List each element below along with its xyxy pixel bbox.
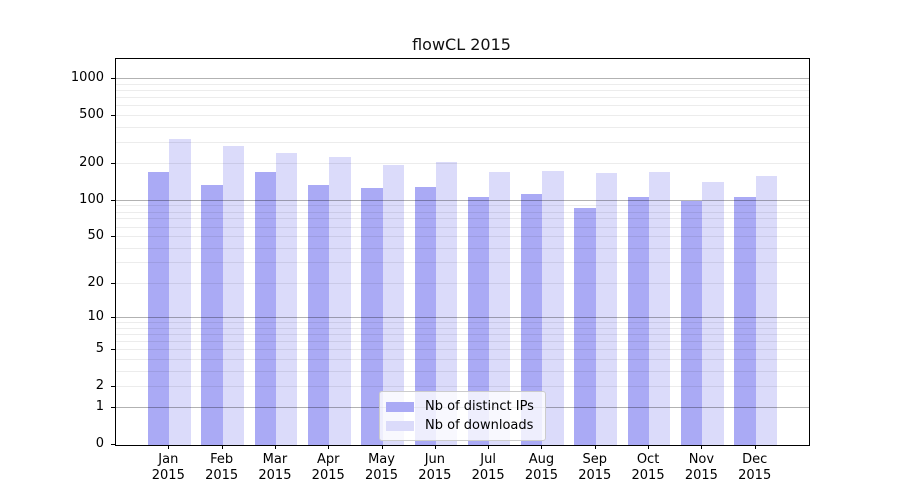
y-tick-mark-200 xyxy=(111,163,115,165)
x-tick-label-nov: Nov 2015 xyxy=(684,452,718,483)
x-axis: Jan 2015 Feb 2015 Mar 2015 Apr 2015 May 2015… xyxy=(115,452,808,492)
legend: Nb of distinct IPs Nb of downloads xyxy=(379,391,546,441)
x-tick-mark-jun xyxy=(434,445,436,449)
y-tick-mark-0 xyxy=(111,444,115,445)
y-tick-mark-2 xyxy=(111,385,115,387)
x-tick-mark-may xyxy=(381,445,383,449)
x-tick-label-jun: Jun 2015 xyxy=(418,452,452,483)
x-tick-mark-apr xyxy=(328,445,330,449)
y-tick-mark-100 xyxy=(111,199,115,201)
x-tick-label-oct: Oct 2015 xyxy=(631,452,665,483)
x-tick-mark-dec xyxy=(754,445,756,449)
y-tick-label-100: 100 xyxy=(79,191,104,207)
x-tick-mark-sep xyxy=(594,445,596,449)
y-tick-label-1000: 1000 xyxy=(70,70,104,86)
y-tick-mark-1 xyxy=(111,407,115,409)
chart-title: flowCL 2015 xyxy=(412,35,511,54)
bar-feb-downloads xyxy=(222,145,244,445)
x-tick-label-may: May 2015 xyxy=(364,452,399,483)
x-tick-mark-feb xyxy=(221,445,223,449)
bar-oct-distinct-ips xyxy=(627,197,650,445)
y-tick-label-500: 500 xyxy=(79,107,104,123)
bar-sep-downloads xyxy=(595,173,618,445)
y-axis: 0 1 2 5 10 20 50 100 200 500 1000 xyxy=(0,58,104,451)
legend-row-distinct-ips: Nb of distinct IPs xyxy=(386,397,537,416)
bar-aug-distinct-ips xyxy=(521,193,543,445)
bar-nov-distinct-ips xyxy=(681,200,703,445)
legend-label-downloads: Nb of downloads xyxy=(425,418,534,433)
legend-swatch-distinct-ips xyxy=(386,401,414,412)
x-tick-mark-aug xyxy=(541,445,543,449)
bar-mar-distinct-ips xyxy=(254,171,276,445)
bars-layer xyxy=(116,59,809,445)
bar-mar-downloads xyxy=(275,152,298,445)
y-tick-label-10: 10 xyxy=(87,309,104,325)
x-tick-mark-jan xyxy=(168,445,170,449)
y-tick-label-200: 200 xyxy=(79,155,104,171)
y-tick-mark-1000 xyxy=(111,78,115,80)
bar-jul-downloads xyxy=(489,172,511,445)
y-tick-label-1: 1 xyxy=(95,399,104,415)
y-tick-mark-5 xyxy=(111,349,115,351)
bar-jun-downloads xyxy=(435,161,458,445)
bar-may-downloads xyxy=(382,165,404,445)
x-tick-label-sep: Sep 2015 xyxy=(578,452,612,483)
x-tick-label-mar: Mar 2015 xyxy=(258,452,292,483)
x-tick-mark-jul xyxy=(488,445,490,449)
legend-row-downloads: Nb of downloads xyxy=(386,416,537,435)
bar-may-distinct-ips xyxy=(361,188,383,445)
y-tick-label-5: 5 xyxy=(95,341,104,357)
bar-aug-downloads xyxy=(542,170,564,445)
y-tick-label-20: 20 xyxy=(87,274,104,290)
x-tick-label-apr: Apr 2015 xyxy=(311,452,345,483)
x-tick-label-jul: Jul 2015 xyxy=(471,452,505,483)
bar-feb-distinct-ips xyxy=(201,185,223,445)
legend-label-distinct-ips: Nb of distinct IPs xyxy=(425,399,534,414)
bar-jul-distinct-ips xyxy=(467,197,490,445)
bar-jan-downloads xyxy=(169,138,191,445)
y-tick-mark-50 xyxy=(111,235,115,237)
legend-swatch-downloads xyxy=(386,420,414,431)
bar-jun-distinct-ips xyxy=(414,187,436,445)
bar-oct-downloads xyxy=(649,172,671,445)
bar-dec-distinct-ips xyxy=(734,196,756,445)
y-tick-label-0: 0 xyxy=(95,436,104,451)
plot-area xyxy=(115,58,810,446)
bar-sep-distinct-ips xyxy=(574,207,596,445)
y-tick-mark-20 xyxy=(111,282,115,284)
y-tick-mark-10 xyxy=(111,317,115,319)
y-tick-label-2: 2 xyxy=(95,377,104,393)
x-tick-mark-nov xyxy=(701,445,703,449)
x-tick-mark-mar xyxy=(274,445,276,449)
bar-apr-downloads xyxy=(329,157,351,445)
bar-jan-distinct-ips xyxy=(148,172,170,445)
bar-dec-downloads xyxy=(755,176,777,445)
y-tick-label-50: 50 xyxy=(87,227,104,243)
bar-apr-distinct-ips xyxy=(307,185,330,445)
x-tick-label-feb: Feb 2015 xyxy=(205,452,239,483)
x-tick-label-aug: Aug 2015 xyxy=(524,452,558,483)
x-tick-label-jan: Jan 2015 xyxy=(151,452,185,483)
x-tick-mark-oct xyxy=(648,445,650,449)
y-tick-mark-500 xyxy=(111,115,115,117)
bar-nov-downloads xyxy=(702,182,724,445)
x-tick-label-dec: Dec 2015 xyxy=(738,452,772,483)
